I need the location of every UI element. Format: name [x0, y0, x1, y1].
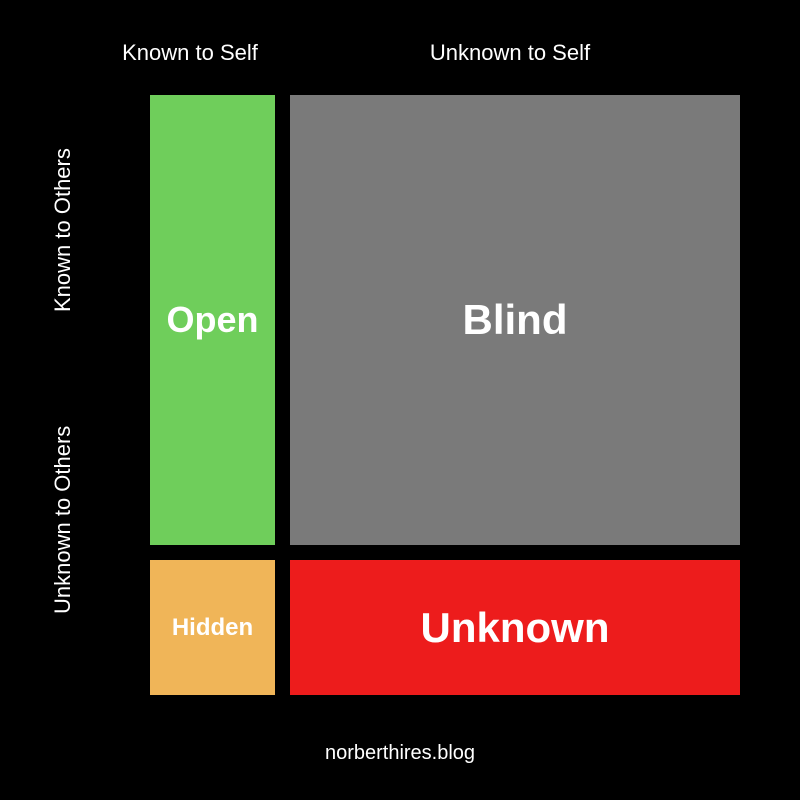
johari-grid: Open Blind Hidden Unknown [100, 95, 740, 695]
cell-hidden: Hidden [150, 560, 275, 695]
cell-hidden-label: Hidden [172, 614, 253, 642]
cell-blind: Blind [290, 95, 740, 545]
footer-attribution: norberthires.blog [0, 742, 800, 765]
row-headers: Known to Others Unknown to Others [0, 95, 100, 695]
cell-blind-label: Blind [463, 296, 568, 344]
col-header-unknown-self: Unknown to Self [280, 40, 740, 80]
column-headers: Known to Self Unknown to Self [100, 40, 740, 80]
cell-unknown: Unknown [290, 560, 740, 695]
row-header-known-others: Known to Others [50, 115, 76, 345]
cell-open: Open [150, 95, 275, 545]
col-header-known-self: Known to Self [100, 40, 280, 80]
cell-open-label: Open [166, 299, 258, 341]
cell-unknown-label: Unknown [421, 604, 610, 652]
row-header-unknown-others: Unknown to Others [50, 380, 76, 660]
